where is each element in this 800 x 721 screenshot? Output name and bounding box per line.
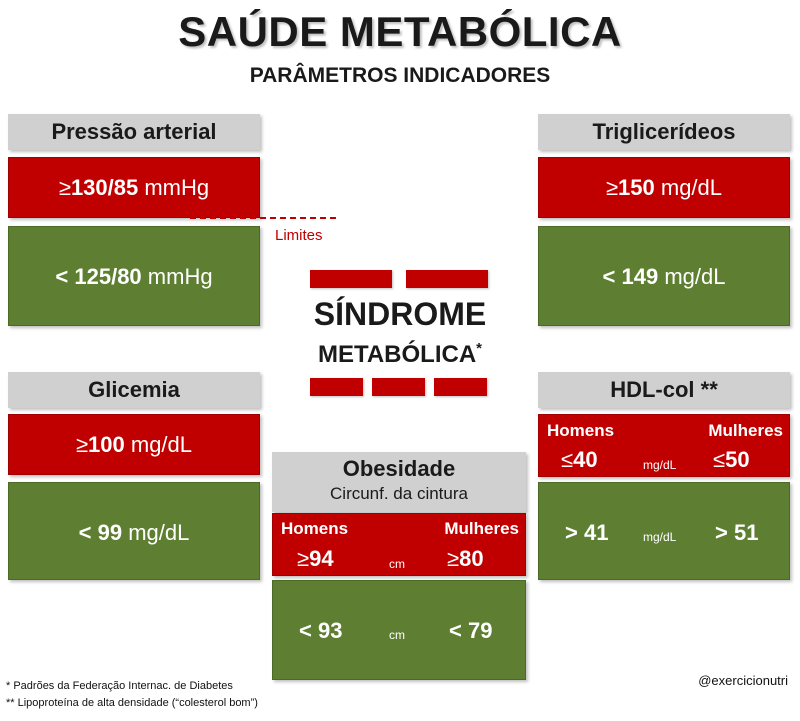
top-bar-left — [310, 270, 392, 288]
obesity-men-high-value: 94 — [309, 546, 334, 571]
triglycerides-high-row: ≥150 mg/dL — [539, 175, 789, 201]
pressure-high-box: ≥130/85 mmHg — [8, 157, 260, 218]
bottom-bar-left — [310, 378, 363, 396]
triglycerides-high-value: 150 — [618, 175, 655, 200]
hdl-header-label: HDL-col ** — [610, 377, 718, 402]
hdl-men-label: Homens — [547, 421, 615, 440]
hdl-low-unit: mg/dL — [643, 530, 677, 544]
bottom-bar-middle — [372, 378, 425, 396]
gte-symbol: ≥ — [605, 175, 619, 200]
triglycerides-high-box: ≥150 mg/dL — [538, 157, 790, 218]
author-handle: @exercicionutri — [698, 673, 788, 688]
syndrome-line2-text: METABÓLICA — [317, 341, 477, 368]
gte-symbol: ≥ — [75, 432, 89, 457]
top-bar-right — [406, 270, 488, 288]
gte-symbol: ≥ — [447, 546, 460, 571]
pressure-high-unit: mmHg — [144, 175, 210, 200]
pressure-header: Pressão arterial — [8, 114, 260, 150]
obesity-header-label: Obesidade — [342, 456, 456, 481]
hdl-header: HDL-col ** — [538, 372, 790, 408]
syndrome-line1: SÍNDROME — [313, 296, 487, 332]
limits-dashed-line — [190, 217, 336, 219]
pressure-header-label: Pressão arterial — [51, 119, 217, 144]
obesity-high-unit: cm — [389, 557, 405, 571]
glycemia-low-value: < 99 — [78, 520, 123, 545]
gte-symbol: ≥ — [297, 546, 310, 571]
pressure-low-row: < 125/80 mmHg — [9, 264, 259, 290]
triglycerides-header: Triglicerídeos — [538, 114, 790, 150]
pressure-high-row: ≥130/85 mmHg — [9, 175, 259, 201]
hdl-men-high-row: ≤40 — [561, 447, 598, 473]
obesity-low-unit: cm — [389, 628, 405, 642]
triglycerides-low-row: < 149 mg/dL — [539, 264, 789, 290]
glycemia-low-row: < 99 mg/dL — [9, 520, 259, 546]
pressure-low-box: < 125/80 mmHg — [8, 226, 260, 326]
lte-symbol: ≤ — [561, 447, 574, 472]
glycemia-high-row: ≥100 mg/dL — [9, 432, 259, 458]
obesity-women-label: Mulheres — [444, 519, 519, 538]
syndrome-footnote-mark: * — [476, 340, 483, 357]
obesity-women-low-value: < 79 — [449, 618, 493, 643]
gte-symbol: ≥ — [58, 175, 71, 200]
lte-symbol: ≤ — [713, 447, 726, 472]
hdl-women-high-row: ≤50 — [713, 447, 750, 473]
footnote-1: * Padrões da Federação Internac. de Diab… — [6, 680, 233, 692]
hdl-men-low-value: > 41 — [565, 520, 609, 545]
hdl-high-unit: mg/dL — [643, 458, 677, 472]
hdl-women-high-value: 50 — [725, 447, 750, 472]
footnote-2: ** Lipoproteína de alta densidade (“cole… — [6, 697, 258, 709]
obesity-header: Obesidade Circunf. da cintura — [272, 452, 526, 512]
hdl-women-label: Mulheres — [708, 421, 783, 440]
triglycerides-low-value: < 149 — [602, 264, 659, 289]
glycemia-header: Glicemia — [8, 372, 260, 408]
pressure-high-value: 130/85 — [70, 175, 139, 200]
glycemia-low-box: < 99 mg/dL — [8, 482, 260, 580]
glycemia-header-label: Glicemia — [88, 377, 180, 402]
triglycerides-high-unit: mg/dL — [660, 175, 723, 200]
glycemia-high-value: 100 — [88, 432, 125, 457]
obesity-women-high-row: ≥80 — [447, 546, 484, 572]
hdl-low-box: > 41 mg/dL > 51 — [538, 482, 790, 580]
hdl-women-low-value: > 51 — [715, 520, 759, 545]
pressure-low-unit: mmHg — [147, 264, 213, 289]
obesity-high-box: Homens Mulheres ≥94 cm ≥80 — [272, 513, 526, 576]
obesity-subheader: Circunf. da cintura — [330, 484, 468, 503]
obesity-women-high-value: 80 — [459, 546, 484, 571]
obesity-low-box: < 93 cm < 79 — [272, 580, 526, 680]
triglycerides-header-label: Triglicerídeos — [592, 119, 736, 144]
syndrome-line2: METABÓLICA* — [270, 340, 530, 369]
triglycerides-low-box: < 149 mg/dL — [538, 226, 790, 326]
limits-label: Limites — [275, 227, 323, 244]
hdl-high-box: Homens Mulheres ≤40 mg/dL ≤50 — [538, 414, 790, 477]
glycemia-high-unit: mg/dL — [130, 432, 193, 457]
glycemia-high-box: ≥100 mg/dL — [8, 414, 260, 475]
hdl-men-high-value: 40 — [573, 447, 598, 472]
obesity-men-label: Homens — [281, 519, 349, 538]
obesity-men-low-value: < 93 — [299, 618, 343, 643]
triglycerides-low-unit: mg/dL — [664, 264, 726, 289]
bottom-bar-right — [434, 378, 487, 396]
glycemia-low-unit: mg/dL — [128, 520, 190, 545]
page-title: SAÚDE METABÓLICA — [178, 8, 622, 55]
page-subtitle: PARÂMETROS INDICADORES — [249, 64, 551, 87]
pressure-low-value: < 125/80 — [55, 264, 142, 289]
obesity-men-high-row: ≥94 — [297, 546, 334, 572]
